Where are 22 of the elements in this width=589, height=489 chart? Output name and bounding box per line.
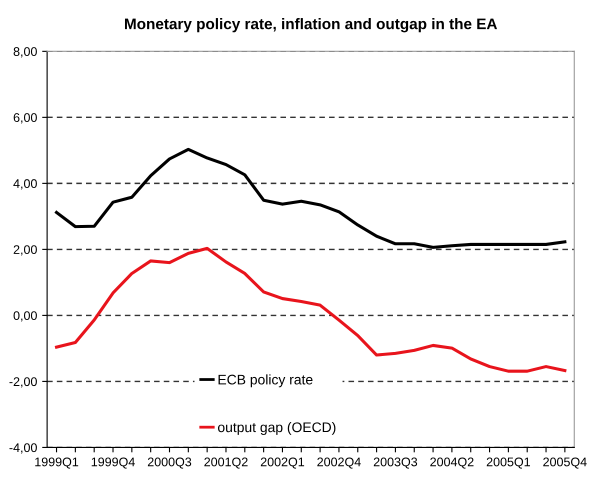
y-tick-label: 0,00 (14, 311, 37, 322)
legend-label: output gap (OECD) (218, 422, 336, 435)
x-tick-label: 2003Q3 (374, 457, 418, 469)
y-tick-label: -4,00 (9, 443, 37, 454)
legend-label: ECB policy rate (218, 374, 313, 388)
line-series (55, 246, 566, 373)
x-tick-label: 2005Q1 (486, 457, 530, 469)
x-tick-label: 2002Q4 (317, 457, 361, 469)
y-tick-label: 4,00 (13, 179, 37, 190)
y-tick-label: 2,00 (14, 245, 37, 256)
y-tick-label: 6,00 (14, 113, 37, 124)
y-tick-label: -2,00 (9, 377, 37, 388)
y-tick-label: 8,00 (14, 47, 37, 58)
x-tick-label: 1999Q1 (35, 457, 78, 469)
x-tick-label: 2001Q2 (204, 457, 248, 469)
x-tick-label: 1999Q4 (92, 457, 135, 469)
chart-title: Monetary policy rate, inflation and outgap in the EA (124, 18, 498, 32)
x-tick-label: 2002Q1 (260, 457, 304, 469)
x-tick-label: 2004Q2 (430, 457, 474, 469)
line-series (55, 148, 566, 249)
x-tick-label: 2000Q3 (148, 457, 192, 469)
x-tick-label: 2005Q4 (543, 457, 587, 469)
